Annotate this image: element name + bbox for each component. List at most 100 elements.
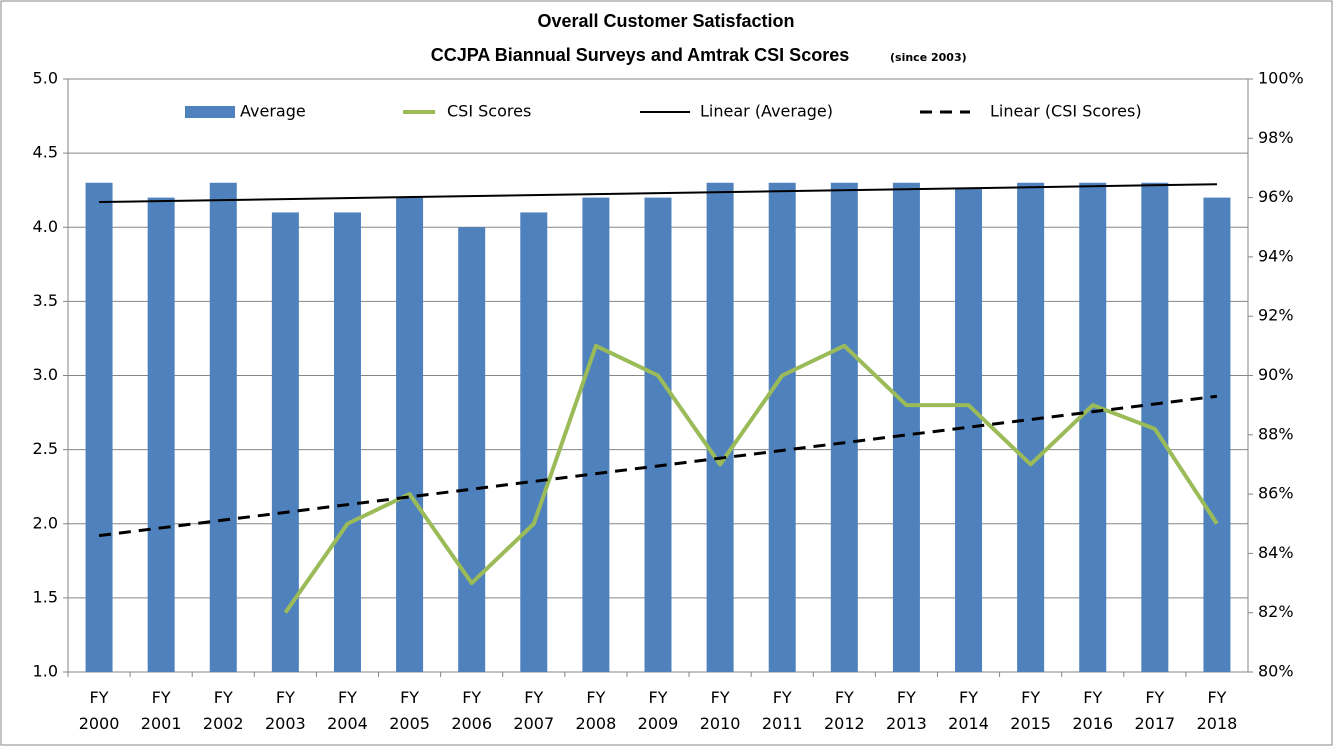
x-tick-line: FY	[1083, 688, 1102, 707]
legend-swatch	[185, 106, 235, 118]
y-tick-label: 1.0	[33, 662, 58, 681]
y2-tick-label: 84%	[1258, 543, 1294, 562]
y2-tick-label: 80%	[1258, 662, 1294, 681]
x-tick-line: FY	[649, 688, 668, 707]
bar	[458, 227, 486, 672]
y-tick-label: 3.5	[33, 291, 58, 310]
bar	[520, 212, 548, 673]
bar	[1079, 182, 1107, 672]
x-tick-label: FY 2002	[203, 688, 244, 733]
legend-label: Linear (CSI Scores)	[990, 102, 1142, 121]
csi-line	[283, 343, 1219, 614]
y2-tick-label: 94%	[1258, 246, 1294, 265]
x-tick-line: FY	[1021, 688, 1040, 707]
x-tick-label: FY 2000	[79, 688, 120, 733]
subtitle-note: (since 2003)	[890, 51, 967, 64]
x-tick-line: 2012	[824, 714, 865, 733]
y2-tick-label: 92%	[1258, 306, 1294, 325]
y2-tick-label: 90%	[1258, 365, 1294, 384]
y-tick-label: 4.5	[33, 143, 58, 162]
y-tick-label: 5.0	[33, 69, 58, 88]
y2-tick-label: 96%	[1258, 187, 1294, 206]
bar	[85, 182, 113, 672]
legend-label: CSI Scores	[447, 102, 531, 121]
x-tick-line: FY	[152, 688, 171, 707]
x-tick-line: FY	[400, 688, 419, 707]
x-tick-line: 2010	[700, 714, 741, 733]
x-tick-label: FY 2005	[389, 688, 430, 733]
bar	[396, 197, 424, 672]
x-tick-line: 2008	[576, 714, 617, 733]
x-tick-line: 2007	[513, 714, 554, 733]
bar	[644, 197, 672, 672]
x-tick-line: 2001	[141, 714, 182, 733]
x-tick-label: FY 2001	[141, 688, 182, 733]
x-tick-line: FY	[897, 688, 916, 707]
x-tick-line: 2017	[1134, 714, 1175, 733]
x-tick-line: FY	[214, 688, 233, 707]
bar	[582, 197, 610, 672]
y-tick-label: 1.5	[33, 587, 58, 606]
chart-title: Overall Customer Satisfaction	[537, 11, 794, 31]
bar	[333, 212, 361, 673]
x-tick-line: 2009	[638, 714, 679, 733]
bar	[768, 182, 796, 672]
bar	[706, 182, 734, 672]
x-tick-line: FY	[1207, 688, 1226, 707]
trend-line	[98, 394, 1218, 538]
x-tick-line: FY	[462, 688, 481, 707]
bar	[147, 197, 175, 672]
x-tick-label: FY 2018	[1197, 688, 1238, 733]
bar	[830, 182, 858, 672]
x-tick-line: FY	[959, 688, 978, 707]
y2-tick-label: 98%	[1258, 128, 1294, 147]
x-tick-line: 2004	[327, 714, 368, 733]
x-tick-line: 2011	[762, 714, 803, 733]
y-tick-label: 4.0	[33, 217, 58, 236]
x-tick-label: FY 2004	[327, 688, 368, 733]
x-tick-line: FY	[773, 688, 792, 707]
x-tick-line: FY	[711, 688, 730, 707]
x-tick-line: FY	[524, 688, 543, 707]
x-tick-label: FY 2009	[638, 688, 679, 733]
x-tick-line: FY	[276, 688, 295, 707]
legend-label: Linear (Average)	[700, 102, 833, 121]
y2-tick-label: 88%	[1258, 424, 1294, 443]
x-tick-label: FY 2015	[1010, 688, 1051, 733]
x-tick-line: 2013	[886, 714, 927, 733]
x-tick-label: FY 2008	[576, 688, 617, 733]
bar	[892, 182, 920, 672]
x-tick-line: 2000	[79, 714, 120, 733]
x-tick-label: FY 2013	[886, 688, 927, 733]
y2-tick-label: 100%	[1258, 69, 1304, 88]
y-tick-label: 2.5	[33, 439, 58, 458]
x-tick-line: 2002	[203, 714, 244, 733]
x-tick-label: FY 2010	[700, 688, 741, 733]
x-tick-line: 2006	[451, 714, 492, 733]
x-tick-line: 2015	[1010, 714, 1051, 733]
x-tick-label: FY 2017	[1134, 688, 1175, 733]
bar	[209, 182, 237, 672]
x-tick-line: FY	[338, 688, 357, 707]
y-tick-label: 3.0	[33, 365, 58, 384]
chart-subtitle: CCJPA Biannual Surveys and Amtrak CSI Sc…	[431, 45, 849, 65]
x-tick-line: 2005	[389, 714, 430, 733]
x-tick-line: FY	[586, 688, 605, 707]
x-tick-line: 2014	[948, 714, 989, 733]
x-tick-label: FY 2006	[451, 688, 492, 733]
x-tick-label: FY 2003	[265, 688, 306, 733]
x-tick-line: 2003	[265, 714, 306, 733]
y-tick-label: 2.0	[33, 513, 58, 532]
x-tick-label: FY 2014	[948, 688, 989, 733]
x-tick-label: FY 2012	[824, 688, 865, 733]
trend-line	[99, 183, 1217, 204]
x-tick-line: FY	[90, 688, 109, 707]
bar	[271, 212, 299, 673]
x-tick-label: FY 2007	[513, 688, 554, 733]
y2-tick-label: 86%	[1258, 484, 1294, 503]
x-tick-line: FY	[1145, 688, 1164, 707]
bar	[1203, 197, 1231, 672]
legend-label: Average	[240, 102, 306, 121]
x-tick-line: 2016	[1072, 714, 1113, 733]
